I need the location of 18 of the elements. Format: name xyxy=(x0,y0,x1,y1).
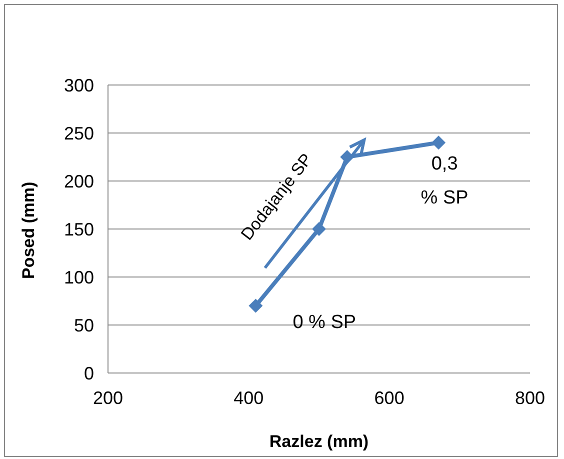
y-tick-label: 100 xyxy=(64,267,94,288)
point xyxy=(312,222,326,236)
annotation: 0,3 % SP xyxy=(420,154,468,209)
y-tick-label: 200 xyxy=(64,171,94,192)
x-tick-label: 400 xyxy=(234,388,264,408)
x-tick-label: 600 xyxy=(374,388,404,408)
x-tick-label: 800 xyxy=(514,388,546,408)
y-axis-title: Posed (mm) xyxy=(19,182,38,279)
y-tick-label: 300 xyxy=(64,75,94,96)
y-tick-label: 150 xyxy=(64,219,94,240)
point xyxy=(248,298,263,313)
x-tick-label: 200 xyxy=(92,388,124,408)
point xyxy=(432,136,446,150)
y-tick-label: 0 xyxy=(84,363,94,384)
y-tick-label: 250 xyxy=(64,123,94,144)
x-axis-title: Razlez (mm) xyxy=(269,432,369,451)
y-tick-label: 50 xyxy=(74,315,94,336)
annotation: 0 % SP xyxy=(292,312,356,333)
